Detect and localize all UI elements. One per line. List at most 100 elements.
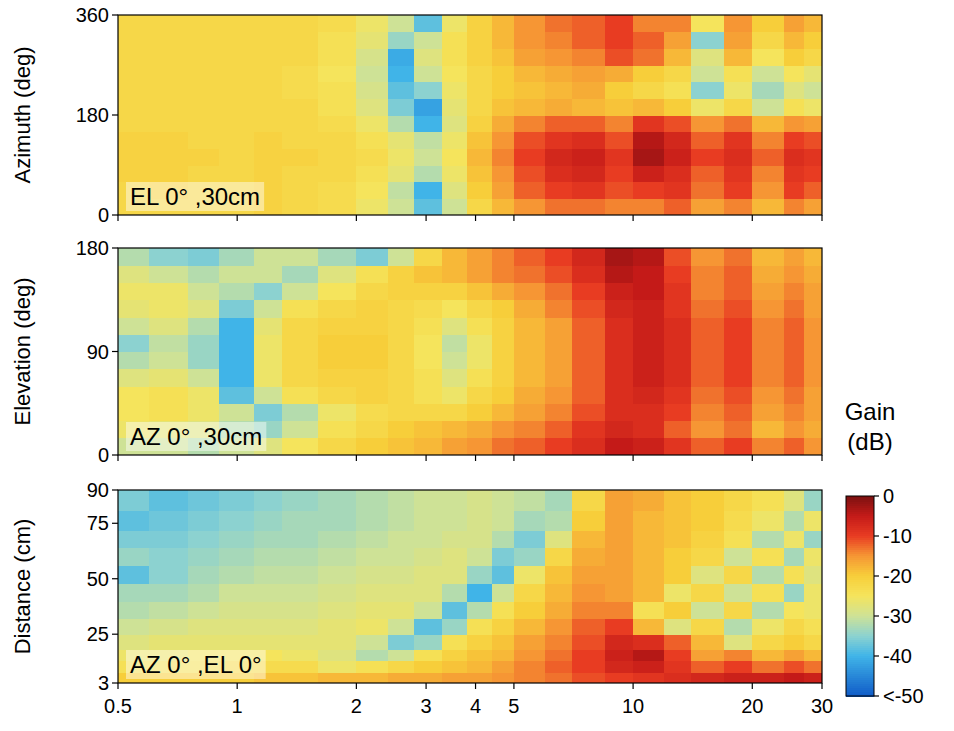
heat-cell [414,490,443,511]
heat-cell [118,634,150,650]
heat-cell [572,421,606,439]
heat-cell [219,386,254,404]
colorbar-frame [846,496,874,696]
heat-cell [492,650,515,662]
heat-cell [219,165,254,182]
heat-cell [691,198,725,215]
heat-cell [118,583,150,601]
heat-cell [356,601,388,619]
heat-cell [752,634,784,650]
heat-cell [414,601,443,619]
heat-cell [254,334,283,352]
heat-cell [219,601,254,619]
heat-cell [724,132,753,149]
y-tick [112,489,118,490]
heat-cell [633,132,665,149]
heat-cell [572,65,606,82]
y-axis-title: Distance (cm) [10,519,35,655]
heat-cell [572,619,606,635]
heat-cell [691,300,725,318]
heat-cell [691,115,725,132]
heat-cell [605,634,634,650]
heat-cell [633,565,665,583]
heat-cell [633,115,665,132]
heat-cell [414,15,443,32]
heat-cell [514,421,546,439]
heat-cell [442,619,467,635]
heat-cell [784,165,805,182]
heat-cell [467,182,493,199]
heat-cell [605,490,634,511]
x-tick-label: 10 [622,695,644,717]
heat-cell [388,548,415,566]
heat-cell [388,565,415,583]
heat-cell [414,248,443,266]
x-tick-label: 2 [351,695,362,717]
heat-cell [664,672,691,683]
heat-cell [572,490,606,511]
heat-cell [149,248,188,266]
heat-cell [149,510,188,531]
heat-cell [388,490,415,511]
y-tick-label: 90 [87,479,109,501]
heat-cell [691,98,725,115]
x-tick-label: 1 [232,695,243,717]
heat-cell [282,98,318,115]
heat-cell [514,403,546,421]
heat-cell [149,601,188,619]
heat-cell [219,548,254,566]
heat-cell [605,650,634,662]
heat-cell [545,15,572,32]
heat-cell [118,148,150,165]
heat-cell [784,182,805,199]
heat-cell [282,510,318,531]
heat-cell [414,334,443,352]
heat-cell [664,65,691,82]
x-tick [117,455,118,461]
heat-cell [356,265,388,283]
heat-cell [492,634,515,650]
heat-cell [572,672,606,683]
heat-cell [752,165,784,182]
heat-cell [784,15,805,32]
heat-cell [514,661,546,673]
heat-cell [605,352,634,370]
heat-cell [414,369,443,387]
heat-cell [254,403,283,421]
heat-cell [467,438,493,455]
heat-cell [414,403,443,421]
heat-cell [442,65,467,82]
heat-cell [414,300,443,318]
heat-cell [188,352,220,370]
heat-cell [664,32,691,49]
heat-cell [514,510,546,531]
heat-cell [605,530,634,548]
heat-cell [605,198,634,215]
heat-cell [219,48,254,65]
heat-cell [784,634,805,650]
heat-cell [784,672,805,683]
heat-cell [467,565,493,583]
heat-cell [442,198,467,215]
heat-cell [282,672,318,683]
y-tick [112,454,118,455]
heat-cell [414,198,443,215]
heat-cell [118,565,150,583]
y-tick-label: 75 [87,512,109,534]
heat-cell [605,82,634,99]
heat-cell [804,265,822,283]
heat-cell [356,317,388,335]
heat-cell [388,510,415,531]
heat-cell [514,283,546,301]
heat-cell [282,438,318,455]
heat-cell [804,650,822,662]
heat-cell [605,15,634,32]
heat-cell [572,403,606,421]
heat-cell [514,634,546,650]
heat-cell [118,15,150,32]
heat-cell [118,82,150,99]
heat-cell [664,530,691,548]
heat-cell [282,619,318,635]
heat-cell [545,317,572,335]
heat-cell [633,248,665,266]
